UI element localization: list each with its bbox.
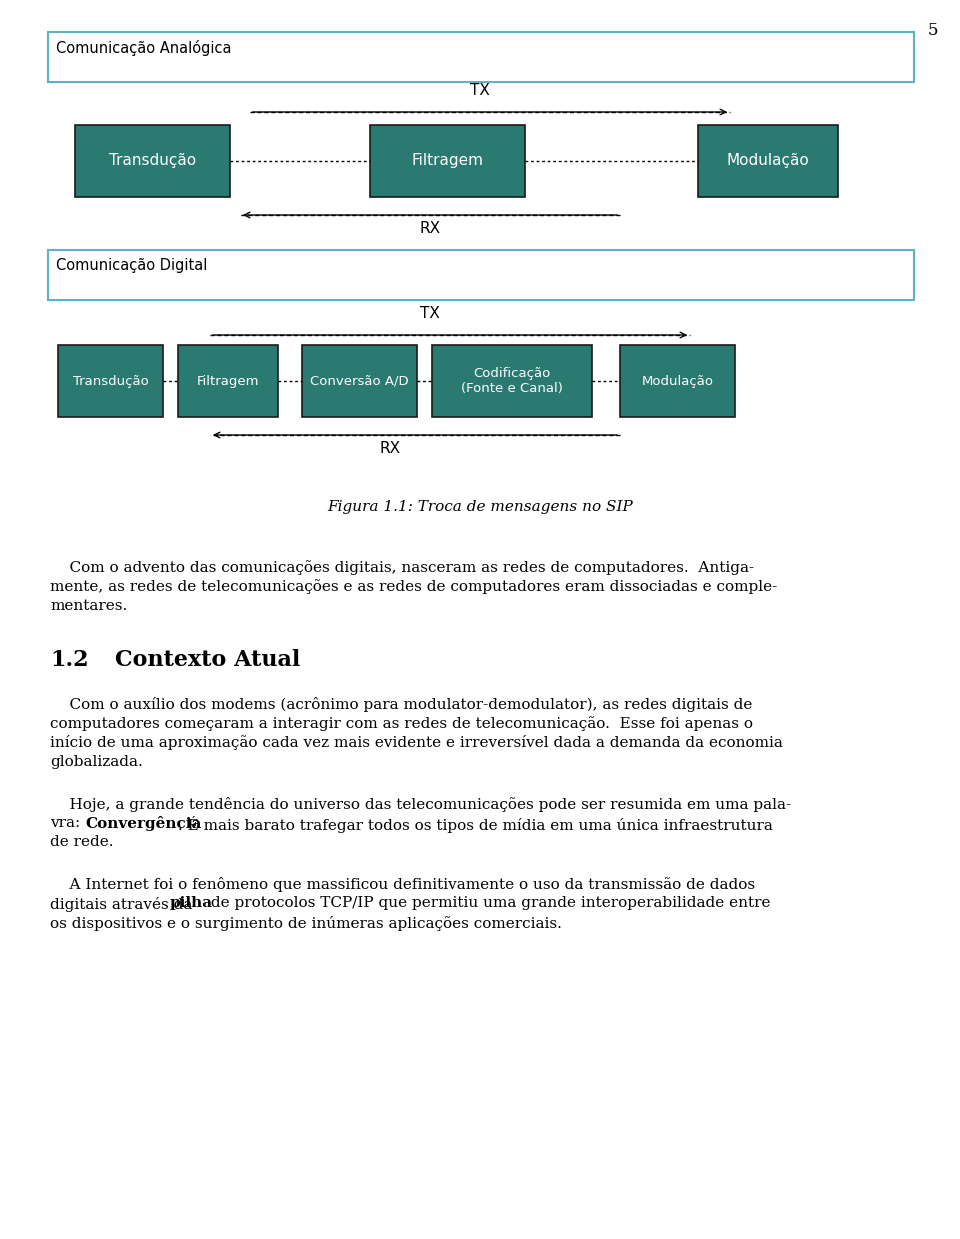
Text: RX: RX bbox=[420, 221, 441, 235]
Text: TX: TX bbox=[470, 83, 490, 98]
Text: de protocolos TCP/IP que permitiu uma grande interoperabilidade entre: de protocolos TCP/IP que permitiu uma gr… bbox=[206, 897, 771, 911]
Text: Modulação: Modulação bbox=[727, 154, 809, 169]
Text: Filtragem: Filtragem bbox=[197, 374, 259, 388]
Text: Codificação
(Fonte e Canal): Codificação (Fonte e Canal) bbox=[461, 367, 563, 395]
Text: início de uma aproximação cada vez mais evidente e irreversível dada a demanda d: início de uma aproximação cada vez mais … bbox=[50, 736, 782, 751]
Bar bbox=[432, 344, 592, 418]
Text: computadores começaram a interagir com as redes de telecomunicação.  Esse foi ap: computadores começaram a interagir com a… bbox=[50, 716, 753, 731]
Text: vra:: vra: bbox=[50, 817, 85, 830]
Bar bbox=[48, 32, 914, 82]
Text: mente, as redes de telecomunicações e as redes de computadores eram dissociadas : mente, as redes de telecomunicações e as… bbox=[50, 580, 778, 595]
Bar bbox=[178, 344, 278, 418]
Text: Contexto Atual: Contexto Atual bbox=[115, 648, 300, 670]
Bar bbox=[75, 125, 230, 197]
Bar bbox=[48, 250, 914, 300]
Text: Comunicação Analógica: Comunicação Analógica bbox=[56, 40, 231, 56]
Text: . É mais barato trafegar todos os tipos de mídia em uma única infraestrutura: . É mais barato trafegar todos os tipos … bbox=[178, 817, 773, 833]
Text: digitais através da: digitais através da bbox=[50, 897, 197, 912]
Text: RX: RX bbox=[379, 441, 400, 456]
Text: pilha: pilha bbox=[170, 897, 213, 911]
Text: Com o advento das comunicações digitais, nasceram as redes de computadores.  Ant: Com o advento das comunicações digitais,… bbox=[50, 560, 755, 575]
Text: mentares.: mentares. bbox=[50, 598, 128, 613]
Text: globalizada.: globalizada. bbox=[50, 755, 143, 769]
Text: Hoje, a grande tendência do universo das telecomunicações pode ser resumida em u: Hoje, a grande tendência do universo das… bbox=[50, 797, 791, 812]
Text: Comunicação Digital: Comunicação Digital bbox=[56, 258, 207, 273]
Text: 1.2: 1.2 bbox=[50, 648, 88, 670]
Text: Transdução: Transdução bbox=[108, 154, 196, 169]
Text: Com o auxílio dos modems (acrônimo para modulator-demodulator), as redes digitai: Com o auxílio dos modems (acrônimo para … bbox=[50, 696, 753, 711]
Text: 5: 5 bbox=[927, 22, 938, 38]
Bar bbox=[370, 125, 525, 197]
Text: Convergência: Convergência bbox=[85, 817, 202, 831]
Bar bbox=[620, 344, 735, 418]
Text: Transdução: Transdução bbox=[73, 374, 149, 388]
Text: Figura 1.1: Troca de mensagens no SIP: Figura 1.1: Troca de mensagens no SIP bbox=[327, 501, 633, 514]
Bar bbox=[58, 344, 163, 418]
Text: Modulação: Modulação bbox=[641, 374, 713, 388]
Text: TX: TX bbox=[420, 306, 440, 321]
Text: A Internet foi o fenômeno que massificou definitivamente o uso da transmissão de: A Internet foi o fenômeno que massificou… bbox=[50, 877, 756, 892]
Text: de rede.: de rede. bbox=[50, 835, 113, 850]
Text: Filtragem: Filtragem bbox=[412, 154, 484, 169]
Text: os dispositivos e o surgimento de inúmeras aplicações comerciais.: os dispositivos e o surgimento de inúmer… bbox=[50, 916, 562, 930]
Bar bbox=[302, 344, 417, 418]
Bar bbox=[698, 125, 838, 197]
Text: Conversão A/D: Conversão A/D bbox=[310, 374, 409, 388]
